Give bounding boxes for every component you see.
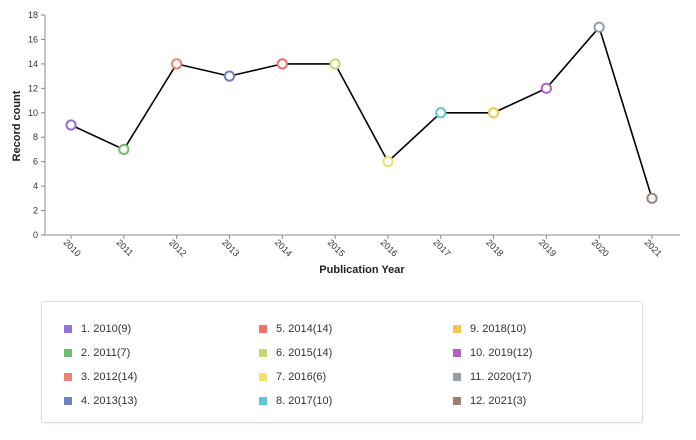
data-point-2017[interactable] — [435, 107, 447, 119]
y-axis-title: Record count — [11, 90, 23, 161]
y-tick-label: 18 — [28, 10, 38, 20]
legend-label: 8. 2017(10) — [276, 395, 333, 407]
legend-swatch — [64, 373, 72, 381]
data-point-2016[interactable] — [382, 156, 394, 168]
legend-label: 10. 2019(12) — [470, 347, 533, 359]
legend-swatch — [259, 397, 267, 405]
legend-label: 3. 2012(14) — [81, 371, 138, 383]
data-point-2015[interactable] — [329, 58, 341, 70]
x-tick-label: 2017 — [431, 237, 452, 258]
x-tick-label: 2018 — [484, 237, 505, 258]
data-point-2020[interactable] — [593, 21, 605, 33]
legend-item-2014[interactable]: 5. 2014(14) — [259, 322, 332, 336]
legend-swatch — [453, 397, 461, 405]
data-point-2012[interactable] — [171, 58, 183, 70]
legend-swatch — [453, 349, 461, 357]
x-tick-label: 2021 — [643, 237, 664, 258]
data-point-2014[interactable] — [276, 58, 288, 70]
legend-item-2020[interactable]: 11. 2020(17) — [453, 370, 532, 384]
y-tick-label: 0 — [33, 230, 38, 240]
data-point-2010[interactable] — [65, 119, 77, 131]
legend: 1. 2010(9) 2. 2011(7) 3. 2012(14) 4. 2013(1… — [41, 301, 643, 423]
legend-swatch — [453, 325, 461, 333]
x-tick-label: 2014 — [273, 237, 294, 258]
legend-item-2017[interactable]: 8. 2017(10) — [259, 394, 332, 408]
data-point-2018[interactable] — [487, 107, 500, 119]
legend-swatch — [453, 373, 461, 381]
x-tick-label: 2016 — [378, 237, 399, 258]
y-tick-label: 16 — [28, 34, 38, 44]
legend-swatch — [64, 397, 72, 405]
data-point-2011[interactable] — [118, 143, 130, 156]
legend-swatch — [259, 349, 267, 357]
legend-item-2021[interactable]: 12. 2021(3) — [453, 394, 526, 408]
legend-item-2010[interactable]: 1. 2010(9) — [64, 322, 131, 336]
x-axis-ticks: 2010 2011 2012 2013 2014 2015 2016 2017 2018 2019… — [62, 235, 664, 259]
x-tick-label: 2019 — [537, 237, 558, 258]
legend-label: 4. 2013(13) — [81, 395, 138, 407]
y-tick-label: 4 — [33, 181, 38, 191]
legend-label: 9. 2018(10) — [470, 323, 527, 335]
y-tick-label: 10 — [28, 108, 38, 118]
legend-label: 1. 2010(9) — [81, 323, 132, 335]
legend-item-2011[interactable]: 2. 2011(7) — [64, 346, 130, 360]
y-tick-label: 2 — [33, 206, 38, 216]
legend-swatch — [64, 349, 72, 357]
legend-item-2012[interactable]: 3. 2012(14) — [64, 370, 137, 384]
y-tick-label: 12 — [28, 83, 38, 93]
legend-label: 6. 2015(14) — [276, 347, 333, 359]
x-tick-label: 2012 — [167, 237, 188, 258]
legend-item-2015[interactable]: 6. 2015(14) — [259, 346, 332, 360]
legend-item-2013[interactable]: 4. 2013(13) — [64, 394, 137, 408]
legend-label: 2. 2011(7) — [81, 347, 131, 359]
x-tick-label: 2020 — [590, 237, 611, 258]
y-axis-ticks: 0 2 4 6 8 10 12 14 16 18 — [28, 10, 45, 240]
data-point-2021[interactable] — [646, 192, 658, 204]
x-tick-label: 2013 — [220, 237, 241, 258]
data-point-2019[interactable] — [540, 82, 552, 94]
legend-item-2019[interactable]: 10. 2019(12) — [453, 346, 532, 360]
legend-item-2018[interactable]: 9. 2018(10) — [453, 322, 526, 336]
legend-swatch — [259, 373, 267, 381]
line-chart: 0 2 4 6 8 10 12 14 16 18 2010 2011 2012 2013 2014 2015… — [11, 10, 680, 276]
series-line — [70, 25, 653, 199]
data-point-2013[interactable] — [223, 70, 236, 82]
legend-item-2016[interactable]: 7. 2016(6) — [259, 370, 326, 384]
legend-label: 11. 2020(17) — [470, 371, 532, 383]
x-tick-label: 2010 — [62, 237, 83, 258]
legend-label: 5. 2014(14) — [276, 323, 333, 335]
y-tick-label: 8 — [33, 132, 38, 142]
x-tick-label: 2011 — [114, 237, 135, 258]
y-tick-label: 14 — [28, 59, 38, 69]
x-axis-title: Publication Year — [319, 264, 405, 276]
y-tick-label: 6 — [33, 157, 38, 167]
legend-label: 12. 2021(3) — [470, 395, 527, 407]
legend-swatch — [64, 325, 72, 333]
legend-swatch — [259, 325, 267, 333]
x-tick-label: 2015 — [326, 237, 347, 258]
legend-label: 7. 2016(6) — [276, 371, 327, 383]
series-markers — [65, 21, 658, 204]
